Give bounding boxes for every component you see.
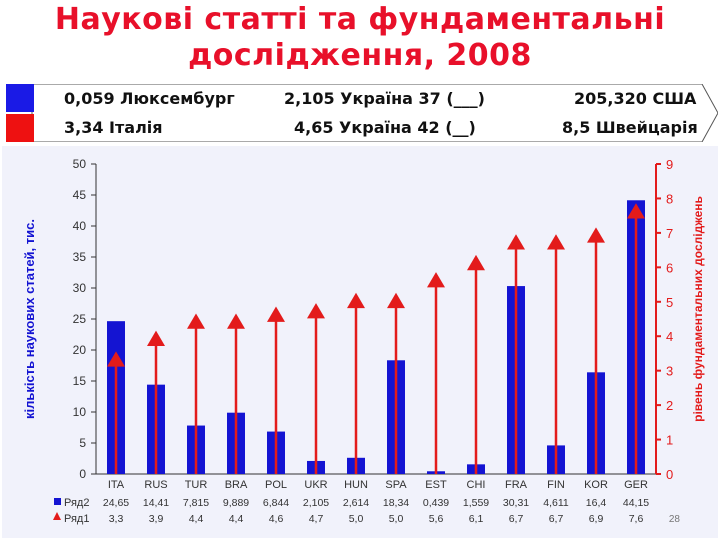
data-label-series1: 6,7 [549, 513, 564, 525]
data-label-series2: 2,105 [303, 497, 329, 509]
left-tick-label: 0 [79, 467, 86, 481]
marker-ger [627, 203, 645, 219]
data-label-series2: 18,34 [383, 497, 409, 509]
data-label-series2: 1,559 [463, 497, 489, 509]
category-label: FRA [505, 479, 528, 491]
left-tick-label: 35 [73, 250, 87, 264]
comparison-banner: 0,059 Люксембург 2,105 Україна 37 (___) … [6, 84, 718, 142]
marker-bra [227, 313, 245, 329]
data-label-series1: 3,3 [109, 513, 124, 525]
category-label: POL [265, 479, 287, 491]
marker-est [427, 272, 445, 288]
data-label-series1: 6,1 [469, 513, 484, 525]
category-label: BRA [225, 479, 248, 491]
right-tick-label: 0 [666, 467, 673, 482]
category-label: ITA [108, 479, 125, 491]
right-tick-label: 8 [666, 191, 673, 206]
right-tick-label: 3 [666, 364, 673, 379]
data-label-series1: 5,0 [349, 513, 364, 525]
marker-rus [147, 330, 165, 346]
category-label: CHI [467, 479, 486, 491]
data-label-series1: 5,6 [429, 513, 444, 525]
right-tick-label: 4 [666, 329, 673, 344]
left-tick-label: 15 [73, 374, 87, 388]
combo-chart: 051015202530354045500123456789кількість … [22, 157, 705, 525]
banner-row2-mid: 4,65 Україна 42 (__) [294, 118, 476, 137]
left-axis-title: кількість наукових статей, тис. [22, 219, 37, 419]
banner-row1-right: 205,320 США [574, 89, 697, 108]
data-label-series2: 9,889 [223, 497, 249, 509]
category-label: RUS [144, 479, 167, 491]
marker-chi [467, 254, 485, 271]
left-tick-label: 20 [73, 343, 87, 357]
data-label-series1: 6,9 [589, 513, 604, 525]
marker-fra [507, 234, 525, 250]
left-tick-label: 10 [73, 405, 87, 419]
marker-ita [107, 351, 125, 367]
data-label-series2: 0,439 [423, 497, 449, 509]
category-label: HUN [344, 479, 368, 491]
data-label-series2: 6,844 [263, 497, 289, 509]
category-label: SPA [385, 479, 407, 491]
category-label: KOR [584, 479, 608, 491]
row1-color-swatch [6, 84, 34, 112]
right-tick-label: 7 [666, 226, 673, 241]
legend-swatch-series1 [53, 512, 61, 520]
marker-pol [267, 306, 285, 322]
right-tick-label: 1 [666, 433, 673, 448]
left-tick-label: 25 [73, 312, 87, 326]
legend-label-series1: Ряд1 [64, 513, 89, 525]
right-tick-label: 6 [666, 260, 673, 275]
data-label-series2: 4,611 [543, 497, 569, 509]
legend-label-series2: Ряд2 [64, 497, 89, 509]
data-label-series1: 4,4 [229, 513, 244, 525]
chart-area: 0 5 10 15 20 25 30 35 40 45 50 0 1 2 3 4 5 6 7 8 9 кількість … [2, 146, 718, 538]
category-label: GER [624, 479, 648, 491]
banner-row1-mid: 2,105 Україна 37 (___) [284, 89, 485, 108]
category-label: EST [425, 479, 447, 491]
banner-row1-left: 0,059 Люксембург [64, 89, 235, 108]
title-line-2: дослідження, 2008 [188, 38, 532, 73]
data-label-series2: 30,31 [503, 497, 529, 509]
category-label: UKR [304, 479, 327, 491]
legend-swatch-series2 [54, 498, 61, 505]
marker-spa [387, 292, 405, 309]
right-axis-title: рівень фундаментальних досліджень [691, 196, 705, 422]
banner-row2-right: 8,5 Швейцарія [562, 118, 698, 137]
left-tick-label: 5 [79, 436, 86, 450]
banner-arrow-shape [6, 84, 718, 142]
data-label-series1: 4,7 [309, 513, 324, 525]
data-label-series1: 5,0 [389, 513, 404, 525]
data-label-series1: 4,6 [269, 513, 284, 525]
right-tick-label: 9 [666, 157, 673, 172]
category-label: TUR [185, 479, 208, 491]
right-tick-label: 5 [666, 295, 673, 310]
title-line-1: Наукові статті та фундаментальні [54, 2, 666, 37]
row2-color-swatch [6, 114, 34, 142]
data-label-series2: 7,815 [183, 497, 209, 509]
data-label-series1: 7,6 [629, 513, 644, 525]
data-label-series2: 24,65 [103, 497, 129, 509]
slide-title: Наукові статті та фундаментальні дослідж… [0, 2, 720, 74]
marker-fin [547, 234, 565, 250]
data-label-series1: 6,7 [509, 513, 524, 525]
marker-kor [587, 227, 605, 243]
right-tick-label: 2 [666, 398, 673, 413]
data-label-series2: 16,4 [586, 497, 607, 509]
banner-row2-left: 3,34 Італія [64, 118, 163, 137]
data-label-series1: 3,9 [149, 513, 164, 525]
data-label-series1: 4,4 [189, 513, 204, 525]
marker-hun [347, 292, 365, 309]
left-tick-label: 45 [73, 188, 87, 202]
page-number: 28 [669, 514, 681, 525]
left-tick-label: 30 [73, 281, 87, 295]
marker-ukr [307, 303, 325, 319]
data-label-series2: 2,614 [343, 497, 369, 509]
category-label: FIN [547, 479, 565, 491]
left-tick-label: 50 [73, 157, 87, 171]
data-label-series2: 14,41 [143, 497, 169, 509]
left-tick-label: 40 [73, 219, 87, 233]
data-label-series2: 44,15 [623, 497, 649, 509]
marker-tur [187, 313, 205, 329]
